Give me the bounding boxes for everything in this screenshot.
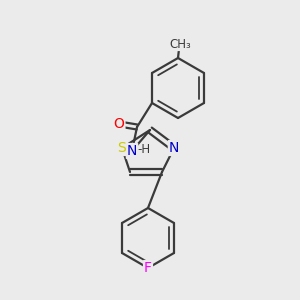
Text: S: S — [118, 141, 126, 155]
Text: N: N — [127, 144, 137, 158]
Text: CH₃: CH₃ — [169, 38, 191, 50]
Text: N: N — [169, 141, 179, 155]
Text: O: O — [114, 117, 124, 131]
Text: -H: -H — [137, 143, 151, 157]
Text: F: F — [144, 261, 152, 275]
